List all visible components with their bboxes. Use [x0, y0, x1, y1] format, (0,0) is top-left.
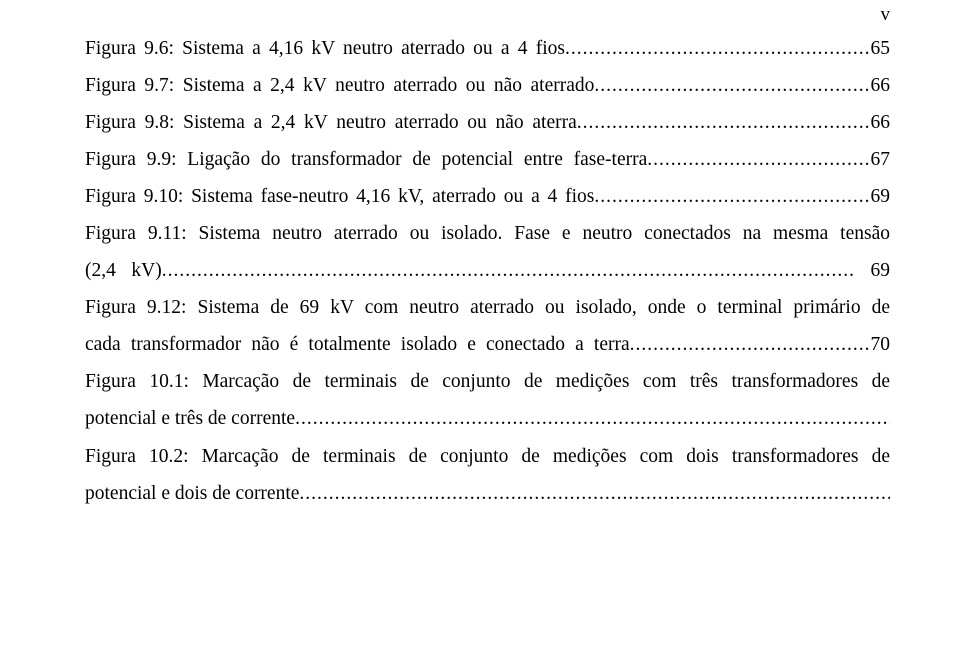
- toc-text-cont: (2,4 kV): [85, 260, 162, 281]
- toc-leaders: ........................................…: [594, 186, 870, 207]
- toc-page-ref: 67: [871, 149, 891, 170]
- toc-leaders: ......................................: [647, 149, 870, 170]
- toc-entry: Figura 9.6: Sistema a 4,16 kV neutro ate…: [85, 30, 890, 67]
- toc-entry: Figura 9.10: Sistema fase-neutro 4,16 kV…: [85, 178, 890, 215]
- toc-leaders: ........................................…: [630, 334, 871, 355]
- toc-text-cont: cada transformador não é totalmente isol…: [85, 334, 630, 355]
- toc-leaders: ........................................…: [577, 112, 871, 133]
- toc-page: Figura 9.6: Sistema a 4,16 kV neutro ate…: [0, 0, 960, 512]
- toc-entry-cont: potencial e dois de corrente............…: [85, 475, 890, 512]
- toc-entry: Figura 9.11: Sistema neutro aterrado ou …: [85, 215, 890, 252]
- toc-text-cont: potencial e dois de corrente: [85, 483, 299, 504]
- toc-text: Figura 9.7: Sistema a 2,4 kV neutro ater…: [85, 75, 594, 96]
- toc-text: Figura 9.6: Sistema a 4,16 kV neutro ate…: [85, 38, 565, 59]
- toc-leaders: ........................................…: [299, 483, 890, 504]
- toc-page-ref: 70: [871, 334, 891, 355]
- toc-page-ref: 66: [871, 112, 891, 133]
- toc-entry: Figura 10.1: Marcação de terminais de co…: [85, 363, 890, 400]
- page-number: v: [881, 4, 891, 26]
- toc-page-ref: 65: [871, 38, 891, 59]
- toc-entry: Figura 9.9: Ligação do transformador de …: [85, 141, 890, 178]
- toc-page-ref: 69: [871, 186, 891, 207]
- toc-text: Figura 9.10: Sistema fase-neutro 4,16 kV…: [85, 186, 594, 207]
- toc-leaders: ........................................…: [295, 408, 890, 429]
- toc-entry: Figura 9.7: Sistema a 2,4 kV neutro ater…: [85, 67, 890, 104]
- toc-entry-cont: (2,4 kV)................................…: [85, 252, 890, 289]
- toc-entry: Figura 9.8: Sistema a 2,4 kV neutro ater…: [85, 104, 890, 141]
- toc-entry-cont: cada transformador não é totalmente isol…: [85, 326, 890, 363]
- toc-text: Figura 9.9: Ligação do transformador de …: [85, 149, 647, 170]
- toc-entry: Figura 10.2: Marcação de terminais de co…: [85, 438, 890, 475]
- toc-leaders: ........................................…: [565, 38, 871, 59]
- toc-page-ref: 69: [855, 260, 890, 281]
- toc-entry: Figura 9.12: Sistema de 69 kV com neutro…: [85, 289, 890, 326]
- toc-text: Figura 9.8: Sistema a 2,4 kV neutro ater…: [85, 112, 577, 133]
- toc-text-cont: potencial e três de corrente: [85, 408, 295, 429]
- toc-text: Figura 10.2: Marcação de terminais de co…: [85, 446, 890, 467]
- toc-text: Figura 9.12: Sistema de 69 kV com neutro…: [85, 297, 890, 318]
- toc-leaders: ........................................…: [594, 75, 870, 96]
- toc-page-ref: 66: [871, 75, 891, 96]
- toc-leaders: ........................................…: [162, 260, 855, 281]
- toc-text: Figura 9.11: Sistema neutro aterrado ou …: [85, 223, 890, 244]
- toc-entry-cont: potencial e três de corrente............…: [85, 400, 890, 437]
- toc-text: Figura 10.1: Marcação de terminais de co…: [85, 371, 890, 392]
